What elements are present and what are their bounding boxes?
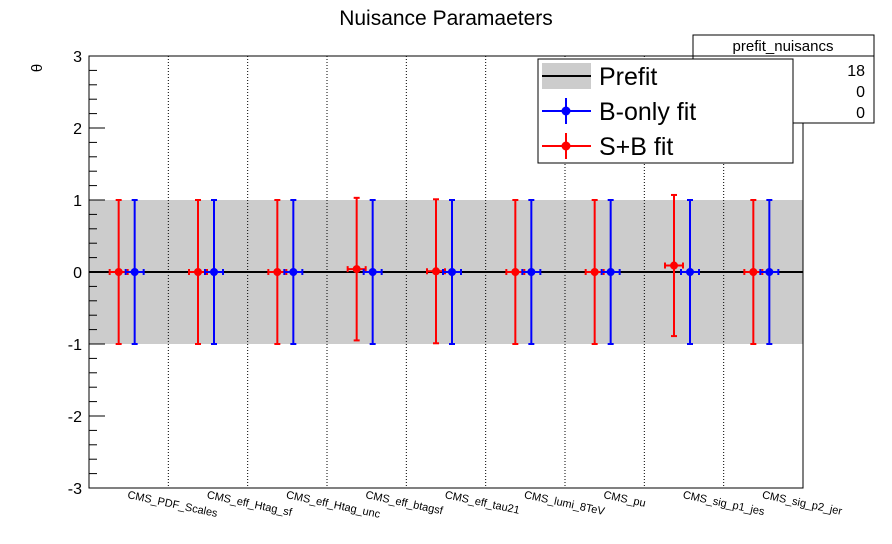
legend-label: S+B fit [599, 133, 673, 161]
sb-fit-point [670, 261, 678, 270]
b-only-fit-point [448, 268, 456, 276]
chart-title: Nuisance Paramaeters [339, 7, 553, 30]
b-only-fit-point [527, 268, 536, 276]
x-category-label: CMS_lumi_8TeV [523, 489, 606, 518]
points-layer [108, 193, 780, 345]
legend-marker-point [561, 141, 571, 151]
x-category-label: CMS_eff_tau21 [444, 489, 521, 517]
x-category-label: CMS_pu [602, 489, 646, 510]
sb-fit-point [511, 268, 520, 276]
legend: Prefit B-only fit S+B fit [537, 58, 794, 164]
b-only-fit-point [765, 268, 774, 276]
y-tick-label: -2 [68, 409, 82, 426]
x-category-label: CMS_sig_p1_jes [682, 489, 766, 518]
b-only-fit-point [289, 268, 298, 276]
b-only-fit-point [130, 268, 139, 276]
y-tick-label: -1 [68, 337, 82, 354]
y-tick-label: 2 [73, 121, 82, 138]
y-axis-label: θ [29, 64, 46, 72]
sb-fit-point [194, 268, 202, 276]
b-only-fit-point [606, 268, 615, 276]
x-category-label: CMS_eff_Htag_sf [206, 489, 294, 519]
b-only-fit-point [686, 268, 694, 276]
x-category-label: CMS_PDF_Scales [126, 489, 219, 520]
y-tick-label: 0 [73, 265, 82, 282]
sb-fit-point [432, 267, 440, 276]
legend-label: Prefit [599, 63, 657, 91]
sb-fit-point [352, 265, 361, 274]
y-tick-label: 3 [73, 49, 82, 66]
x-category-label: CMS_sig_p2_jer [761, 489, 843, 518]
stats-box-value: 0 [856, 84, 865, 101]
stats-box-title: prefit_nuisancs [733, 38, 834, 55]
stats-box-value: 18 [847, 63, 865, 80]
legend-label: B-only fit [599, 98, 696, 126]
b-only-fit-point [210, 268, 218, 276]
sb-fit-point [114, 268, 123, 276]
y-tick-label: 1 [73, 193, 82, 210]
stats-box-value: 0 [856, 105, 865, 122]
legend-marker-point [561, 106, 571, 116]
sb-fit-point [273, 268, 282, 276]
b-only-fit-point [368, 268, 377, 276]
y-tick-label: -3 [68, 481, 82, 498]
sb-fit-point [590, 268, 599, 276]
sb-fit-point [749, 268, 758, 276]
